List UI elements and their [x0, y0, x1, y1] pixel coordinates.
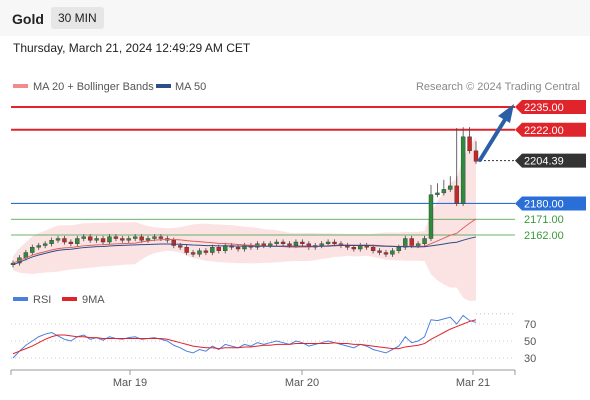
instrument-title: Gold — [12, 11, 44, 27]
candle-body — [467, 136, 472, 152]
candle-body — [428, 194, 434, 239]
candle-body — [94, 238, 99, 241]
candle-body — [132, 236, 138, 239]
candle-body — [280, 241, 286, 244]
candle-body — [87, 236, 93, 241]
candle-body — [473, 150, 479, 162]
candle-body — [441, 189, 447, 194]
candle-body — [325, 241, 331, 244]
candle-body — [261, 243, 266, 246]
candle-body — [126, 238, 131, 241]
candle-body — [177, 245, 183, 248]
candle-body — [300, 241, 305, 244]
ma50-legend-swatch — [156, 84, 171, 88]
candle-body — [383, 252, 389, 255]
price-levels: 2235.00 2222.00 2204.39 2180.00 2171.00 2162.… — [11, 100, 586, 242]
candle-body — [435, 192, 440, 195]
candle-body — [55, 238, 61, 241]
x-tick-label: Mar 20 — [285, 377, 319, 389]
candle-body — [409, 238, 414, 246]
rsi-panel: 70 50 30 — [11, 313, 536, 365]
level-tag-pivot — [515, 196, 586, 211]
candle-body — [268, 243, 273, 246]
candle-body — [197, 250, 202, 255]
timeframe-button[interactable]: 30 MIN — [51, 7, 104, 29]
level-label-pivot: 2180.00 — [524, 198, 564, 210]
rsi-tick-label: 30 — [524, 353, 536, 365]
rsi-ma9-line — [12, 319, 477, 355]
bollinger-bands — [13, 137, 476, 301]
candle-body — [377, 250, 382, 253]
level-label-support: 2171.00 — [524, 214, 564, 226]
candle-body — [235, 247, 241, 250]
candle-body — [75, 238, 80, 244]
candle-body — [210, 247, 215, 253]
candle-body — [152, 236, 157, 239]
candle-body — [120, 238, 125, 241]
candle-body — [171, 240, 176, 246]
rsi-tick-label: 70 — [524, 319, 536, 331]
x-tick-label: Mar 21 — [456, 377, 490, 389]
candle-body — [62, 238, 67, 243]
candle-body — [460, 136, 466, 204]
candle-body — [287, 243, 292, 246]
candle-body — [332, 241, 337, 244]
candle-body — [158, 236, 164, 239]
ma20-legend-swatch — [13, 84, 28, 88]
candle-body — [370, 247, 376, 251]
level-tag-resistance — [515, 122, 586, 137]
candle-body — [203, 250, 209, 253]
candle-body — [448, 185, 453, 190]
candle-body — [319, 243, 324, 246]
level-label-resistance: 2235.00 — [524, 102, 564, 114]
candle-body — [100, 238, 106, 243]
candle-body — [190, 252, 196, 255]
candle-body — [274, 241, 279, 244]
candle-body — [351, 247, 357, 250]
level-tag-last — [515, 153, 586, 168]
level-label-resistance: 2222.00 — [524, 125, 564, 137]
level-label-last: 2204.39 — [524, 156, 564, 168]
candle-body — [49, 240, 54, 244]
target-arrow — [478, 104, 514, 162]
candle-body — [139, 236, 144, 241]
x-tick-label: Mar 19 — [113, 377, 147, 389]
candle-body — [358, 245, 363, 250]
credit-label: Research © 2024 Trading Central — [416, 81, 580, 93]
candle-body — [454, 185, 459, 204]
x-axis-ticks: Mar 19 Mar 20 Mar 21 — [10, 370, 516, 389]
candle-body — [42, 243, 48, 246]
candle-body — [145, 238, 151, 241]
bollinger-fill — [13, 137, 476, 301]
candle-body — [396, 247, 402, 251]
moving-averages — [12, 218, 477, 266]
candle-body — [390, 250, 395, 255]
level-tag-resistance — [515, 100, 586, 114]
ma50-line — [12, 236, 477, 266]
candle-body — [68, 241, 74, 244]
ma50-legend-label: MA 50 — [175, 81, 206, 93]
candle-body — [107, 236, 112, 243]
rsi-tick-label: 50 — [524, 336, 536, 348]
ma9-legend-label: 9MA — [82, 294, 105, 306]
ma9-legend-swatch — [62, 297, 77, 301]
candle-body — [422, 238, 427, 244]
candle-body — [216, 247, 221, 251]
candle-body — [113, 236, 119, 239]
candle-body — [184, 247, 189, 253]
candle-body — [30, 247, 35, 253]
rsi-legend-label: RSI — [33, 294, 51, 306]
candle-body — [242, 245, 247, 250]
candle-body — [36, 245, 41, 248]
candle-body — [415, 243, 421, 246]
candle-body — [81, 236, 86, 239]
candle-body — [293, 241, 299, 246]
chart-datetime: Thursday, March 21, 2024 12:49:29 AM CET — [13, 41, 251, 55]
rsi-legend-swatch — [13, 297, 28, 301]
candle-body — [403, 238, 408, 248]
level-label-support: 2162.00 — [524, 230, 564, 242]
ma20-legend-label: MA 20 + Bollinger Bands — [33, 81, 154, 93]
rsi-line — [12, 314, 477, 359]
